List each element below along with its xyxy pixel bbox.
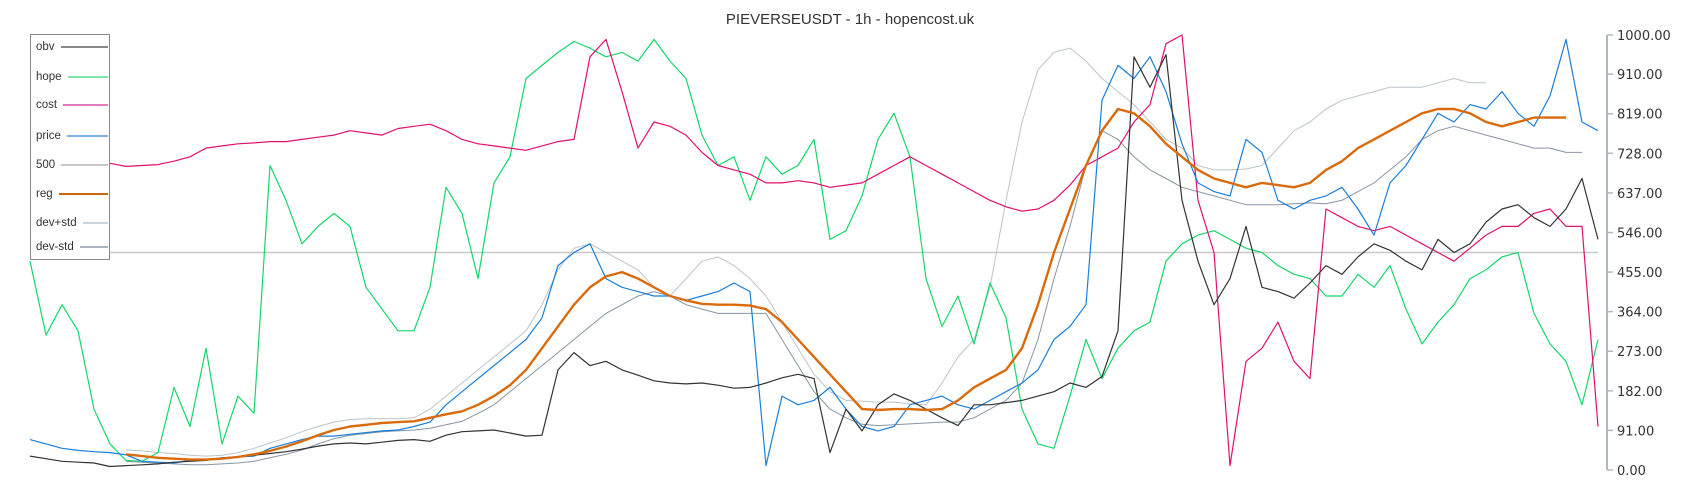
legend-item-reg[interactable]: reg	[36, 187, 108, 201]
series-reg	[125, 107, 1566, 461]
legend-label: dev-std	[36, 241, 74, 253]
y-tick-label: 0.00	[1617, 464, 1646, 479]
legend-item-500[interactable]: 500	[36, 158, 108, 172]
series-hope	[29, 38, 1599, 462]
legend-swatch-hope	[67, 76, 108, 78]
legend-item-price[interactable]: price	[36, 129, 108, 143]
y-axis: 1000.00 910.00 819.00 728.00 637.00 546.00 455…	[1606, 29, 1671, 479]
legend-label: dev+std	[36, 217, 77, 229]
y-tick-label: 910.00	[1617, 68, 1663, 83]
legend-label: price	[36, 130, 61, 142]
y-tick-label: 91.00	[1617, 424, 1654, 439]
y-tick-label: 1000.00	[1617, 29, 1671, 44]
series-devminus-std	[125, 125, 1582, 466]
legend-label: hope	[36, 71, 62, 83]
legend-swatch-cost	[63, 104, 108, 106]
series-obv	[29, 53, 1599, 468]
legend-label: reg	[36, 188, 53, 200]
legend-swatch-500	[61, 164, 108, 166]
y-tick-label: 637.00	[1617, 187, 1663, 202]
series-price	[29, 38, 1599, 467]
y-tick-label: 182.00	[1617, 385, 1663, 400]
legend-item-obv[interactable]: obv	[36, 40, 108, 54]
legend-swatch-obv	[60, 46, 108, 48]
legend-swatch-reg	[58, 193, 108, 195]
legend: obv hope cost price 500 reg dev+std dev-…	[30, 34, 110, 260]
legend-item-cost[interactable]: cost	[36, 98, 108, 112]
legend-swatch-dev-plus-std	[82, 222, 108, 224]
y-tick-label: 455.00	[1617, 266, 1663, 281]
legend-swatch-dev-minus-std	[79, 246, 108, 248]
chart-title: PIEVERSEUSDT - 1h - hopencost.uk	[725, 11, 975, 28]
y-tick-label: 364.00	[1617, 306, 1663, 321]
legend-item-hope[interactable]: hope	[36, 70, 108, 84]
legend-swatch-price	[66, 135, 108, 137]
y-tick-label: 273.00	[1617, 345, 1663, 360]
legend-label: cost	[36, 99, 58, 111]
y-tick-label: 546.00	[1617, 226, 1663, 241]
series-devplusminus-std	[125, 47, 1486, 457]
legend-item-dev-minus-std[interactable]: dev-std	[36, 240, 108, 254]
series-layer	[29, 34, 1599, 468]
y-tick-label: 819.00	[1617, 108, 1663, 123]
legend-label: 500	[36, 159, 56, 171]
legend-label: obv	[36, 41, 55, 53]
series-cost	[29, 34, 1599, 467]
y-tick-label: 728.00	[1617, 147, 1663, 162]
legend-item-dev-plus-std[interactable]: dev+std	[36, 216, 108, 230]
